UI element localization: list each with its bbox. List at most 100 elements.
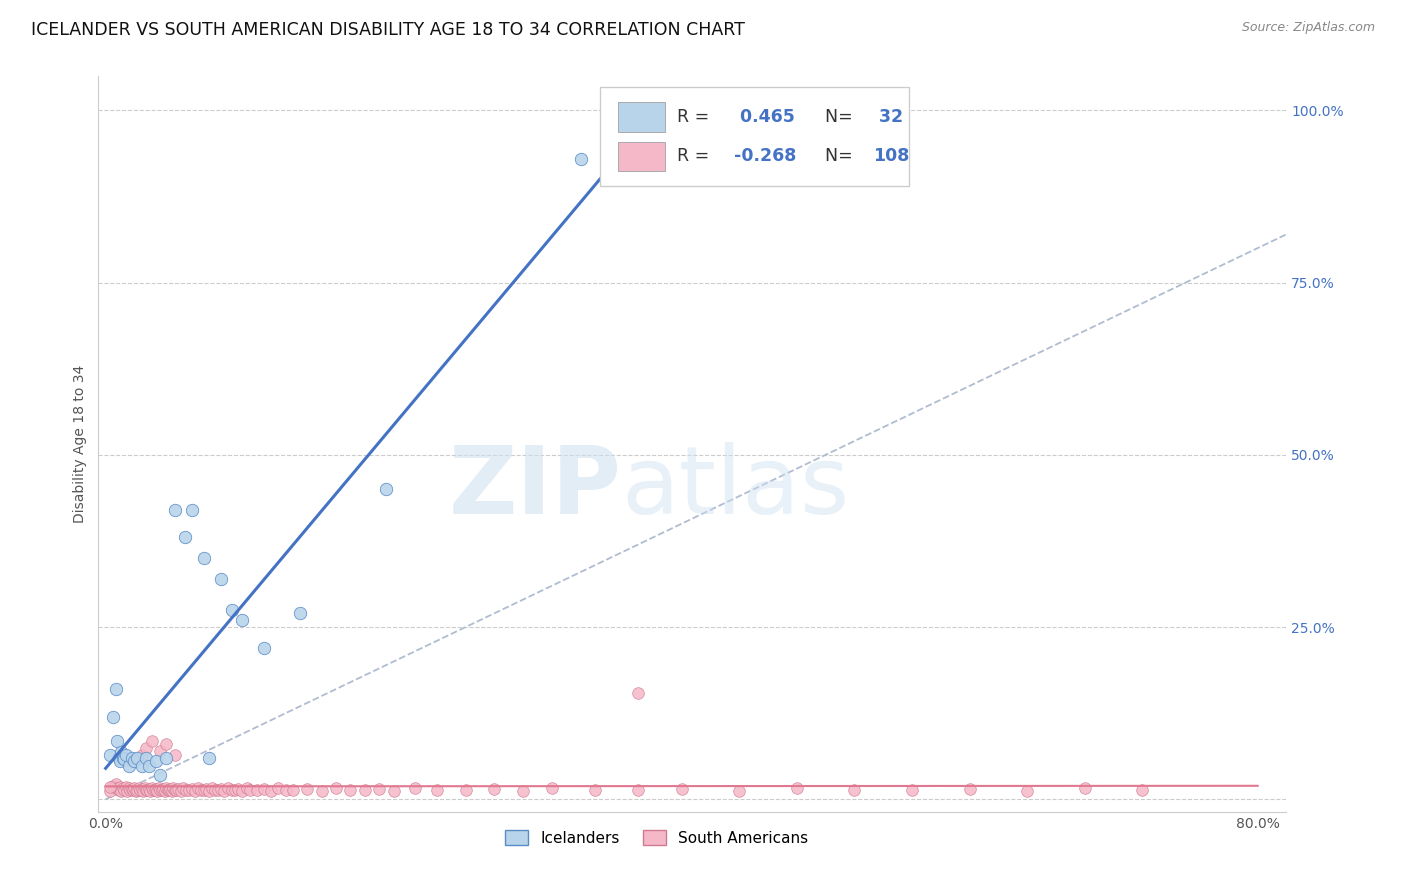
Point [627, 685, 650, 699]
Point [195, 782, 218, 797]
Point [146, 784, 169, 798]
Point [149, 782, 172, 797]
Point [149, 744, 172, 758]
Point [142, 782, 165, 797]
Point [150, 783, 173, 797]
Point [231, 613, 253, 627]
Point [129, 783, 152, 797]
Point [174, 782, 197, 797]
Point [190, 782, 212, 797]
Text: 0.465: 0.465 [734, 108, 794, 126]
Point [311, 784, 333, 798]
Point [172, 781, 194, 796]
Point [165, 783, 187, 797]
Point [187, 781, 209, 796]
Point [103, 780, 125, 794]
Point [671, 782, 693, 797]
Point [162, 781, 184, 796]
Point [297, 782, 319, 797]
Point [404, 781, 426, 796]
Point [901, 783, 924, 797]
Point [156, 782, 179, 797]
Point [169, 784, 191, 798]
Text: N=: N= [814, 108, 858, 126]
Text: Source: ZipAtlas.com: Source: ZipAtlas.com [1241, 21, 1375, 34]
Point [221, 603, 243, 617]
Point [260, 784, 283, 798]
Point [98, 747, 121, 762]
Point [1074, 781, 1097, 796]
Text: 32: 32 [873, 108, 903, 126]
Point [1132, 782, 1154, 797]
Point [217, 781, 239, 796]
Point [844, 782, 866, 797]
Point [101, 779, 124, 793]
Point [131, 759, 153, 773]
Point [114, 780, 136, 794]
Text: -0.268: -0.268 [734, 147, 796, 165]
Point [209, 782, 232, 797]
Point [375, 482, 398, 496]
Point [353, 783, 375, 797]
Point [111, 781, 134, 796]
Text: N=: N= [814, 147, 858, 165]
Point [239, 782, 262, 797]
Point [569, 152, 592, 166]
Point [127, 751, 149, 765]
Text: atlas: atlas [621, 442, 849, 534]
Bar [617, 142, 665, 171]
Point [253, 782, 276, 797]
Point [145, 782, 167, 797]
Point [253, 640, 276, 655]
Point [138, 782, 160, 797]
Point [110, 746, 132, 760]
Point [224, 783, 246, 797]
Point [115, 784, 138, 798]
Point [221, 782, 243, 797]
Point [181, 782, 204, 797]
Point [160, 784, 183, 798]
Point [125, 784, 148, 798]
Point [134, 781, 156, 796]
Point [583, 782, 606, 797]
Bar [617, 103, 665, 132]
Point [111, 751, 134, 765]
Legend: Icelanders, South Americans: Icelanders, South Americans [499, 824, 814, 852]
Point [246, 783, 269, 797]
Point [274, 782, 297, 797]
Point [148, 781, 170, 796]
Point [157, 783, 180, 797]
Point [107, 751, 129, 765]
Point [135, 782, 157, 797]
Point [143, 783, 166, 797]
Point [786, 781, 808, 796]
Point [112, 752, 135, 766]
Point [135, 751, 157, 765]
Point [454, 783, 477, 797]
Point [184, 784, 207, 798]
Point [108, 755, 131, 769]
Point [105, 733, 128, 747]
Point [104, 777, 127, 791]
Point [226, 782, 249, 797]
Point [108, 780, 131, 794]
Point [173, 531, 195, 545]
Point [288, 607, 311, 621]
Point [339, 782, 361, 797]
Point [104, 681, 127, 696]
Point [204, 782, 226, 797]
Point [105, 781, 128, 796]
Point [181, 503, 204, 517]
Point [235, 781, 257, 796]
Point [155, 751, 177, 765]
Text: ICELANDER VS SOUTH AMERICAN DISABILITY AGE 18 TO 34 CORRELATION CHART: ICELANDER VS SOUTH AMERICAN DISABILITY A… [31, 21, 745, 38]
Point [101, 709, 124, 723]
Text: 108: 108 [873, 147, 910, 165]
Point [159, 782, 181, 797]
Point [110, 784, 132, 798]
Point [120, 782, 142, 797]
Point [541, 781, 564, 796]
Point [201, 781, 224, 796]
Point [193, 783, 215, 797]
Point [1017, 784, 1039, 798]
